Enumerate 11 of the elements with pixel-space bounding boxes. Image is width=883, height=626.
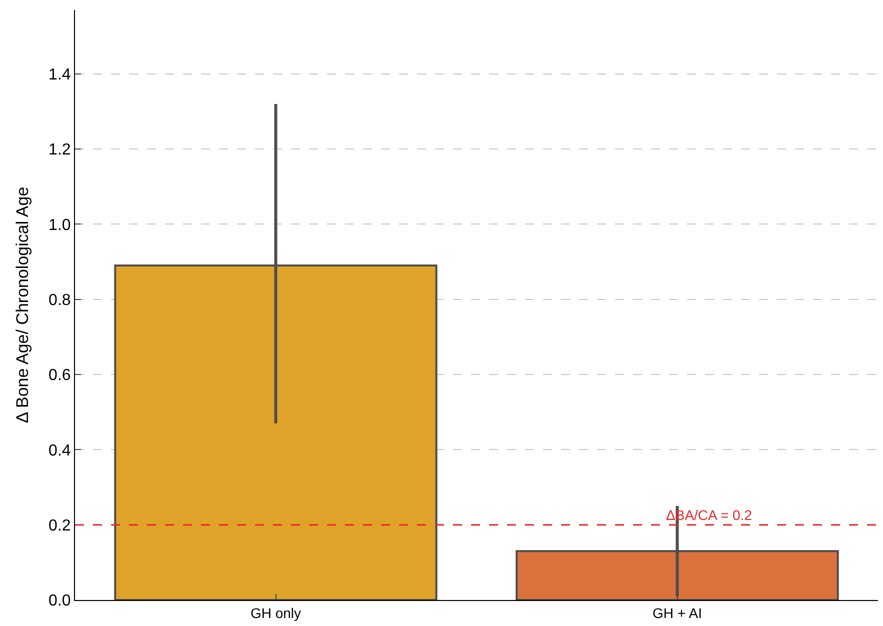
- y-tick-label: 1.4: [48, 66, 71, 84]
- y-tick-label: 0.0: [48, 592, 71, 610]
- x-tick-label: GH only: [250, 604, 302, 621]
- y-axis-title: Δ Bone Age/ Chronological Age: [13, 186, 32, 424]
- y-tick-label: 1.2: [48, 142, 71, 159]
- y-tick-label: 0.2: [48, 517, 71, 534]
- y-tick-label: 0.8: [48, 292, 71, 309]
- x-tick-label: GH + AI: [652, 604, 702, 621]
- y-tick-label: 0.4: [48, 442, 71, 460]
- y-tick-label: 1.0: [48, 216, 71, 234]
- y-tick-label: 0.6: [48, 367, 71, 384]
